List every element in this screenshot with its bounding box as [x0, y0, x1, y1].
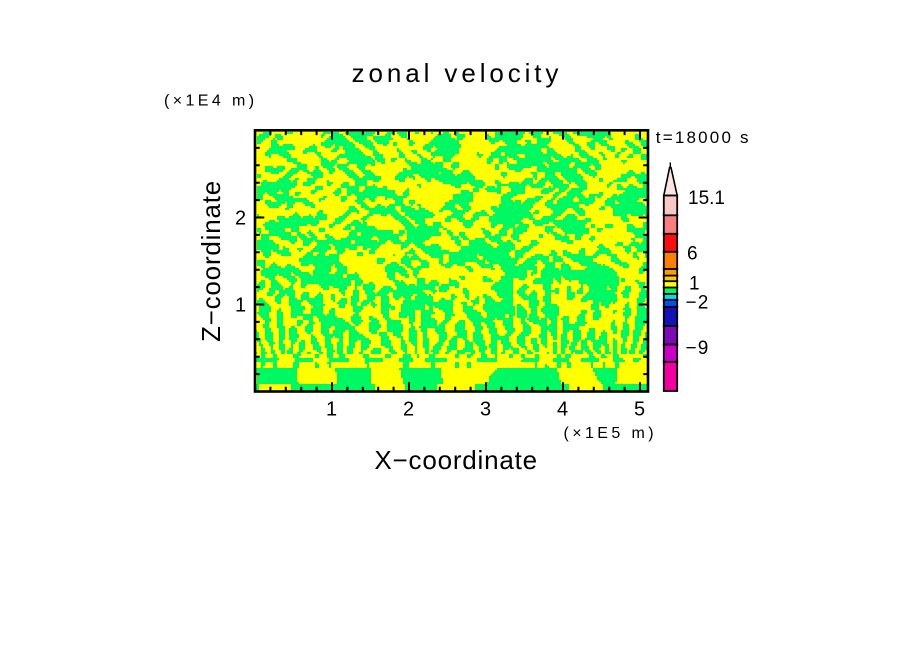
svg-text:−9: −9 — [686, 338, 710, 359]
svg-text:zonal velocity: zonal velocity — [352, 58, 563, 88]
svg-text:1: 1 — [326, 399, 337, 421]
svg-text:−2: −2 — [686, 292, 710, 313]
svg-text:3: 3 — [480, 399, 491, 421]
svg-text:2: 2 — [403, 399, 414, 421]
svg-text:Z−coordinate: Z−coordinate — [196, 180, 226, 342]
svg-text:X−coordinate: X−coordinate — [374, 445, 538, 475]
svg-text:t=18000 s: t=18000 s — [656, 128, 751, 147]
svg-text:15.1: 15.1 — [688, 188, 725, 209]
svg-text:2: 2 — [235, 207, 246, 229]
svg-text:(×1E5 m): (×1E5 m) — [564, 425, 657, 442]
svg-text:1: 1 — [235, 294, 246, 316]
svg-text:6: 6 — [687, 244, 698, 265]
svg-text:1: 1 — [689, 274, 700, 295]
svg-text:5: 5 — [634, 399, 645, 421]
svg-text:(×1E4 m): (×1E4 m) — [164, 93, 257, 110]
svg-text:4: 4 — [557, 399, 568, 421]
